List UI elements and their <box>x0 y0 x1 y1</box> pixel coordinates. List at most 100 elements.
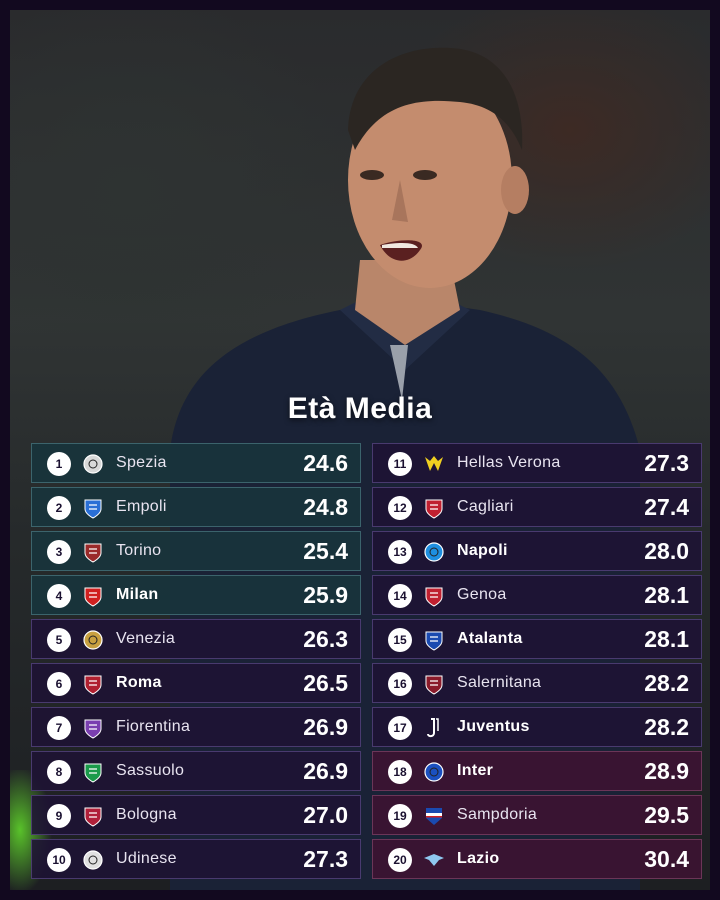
atalanta-icon <box>423 629 445 651</box>
rank-badge: 12 <box>388 496 412 520</box>
ranking-row: 6 Roma 26.5 <box>31 663 361 703</box>
average-age: 24.8 <box>303 494 348 520</box>
average-age: 27.3 <box>303 846 348 872</box>
team-name: Udinese <box>116 850 177 867</box>
average-age: 25.4 <box>303 538 348 564</box>
ranking-row: 2 Empoli 24.8 <box>31 487 361 527</box>
average-age: 28.1 <box>644 626 689 652</box>
ranking-row: 16 Salernitana 28.2 <box>372 663 702 703</box>
roma-icon <box>82 673 104 695</box>
team-name: Venezia <box>116 630 176 647</box>
ranking-row: 1 Spezia 24.6 <box>31 443 361 483</box>
ranking-row: 12 Cagliari 27.4 <box>372 487 702 527</box>
average-age: 27.4 <box>644 494 689 520</box>
team-name: Atalanta <box>457 630 523 647</box>
fiorentina-icon <box>82 717 104 739</box>
team-name: Sassuolo <box>116 762 185 779</box>
rank-badge: 20 <box>388 848 412 872</box>
rank-badge: 1 <box>47 452 71 476</box>
rank-badge: 19 <box>388 804 412 828</box>
average-age: 30.4 <box>644 846 689 872</box>
page-title: Età Media <box>287 392 433 425</box>
ranking-row: 14 Genoa 28.1 <box>372 575 702 615</box>
torino-icon <box>82 541 104 563</box>
team-name: Napoli <box>457 542 508 559</box>
ranking-row: 18 Inter 28.9 <box>372 751 702 791</box>
team-name: Cagliari <box>457 498 514 515</box>
team-name: Fiorentina <box>116 718 191 735</box>
average-age: 27.3 <box>644 450 689 476</box>
team-name: Inter <box>457 762 494 779</box>
udinese-icon <box>82 849 104 871</box>
rank-badge: 17 <box>388 716 412 740</box>
average-age: 28.0 <box>644 538 689 564</box>
average-age: 28.1 <box>644 582 689 608</box>
rank-badge: 15 <box>388 628 412 652</box>
team-name: Juventus <box>457 718 530 735</box>
rank-badge: 3 <box>47 540 71 564</box>
ranking-row: 15 Atalanta 28.1 <box>372 619 702 659</box>
lazio-icon <box>423 849 445 871</box>
team-name: Spezia <box>116 454 167 471</box>
average-age: 28.2 <box>644 670 689 696</box>
average-age: 29.5 <box>644 802 689 828</box>
empoli-icon <box>82 497 104 519</box>
sampdoria-icon <box>423 805 445 827</box>
rank-badge: 16 <box>388 672 412 696</box>
ranking-row: 9 Bologna 27.0 <box>31 795 361 835</box>
team-name: Salernitana <box>457 674 542 691</box>
verona-icon <box>423 453 445 475</box>
team-name: Empoli <box>116 498 167 515</box>
team-name: Genoa <box>457 586 507 603</box>
juventus-icon <box>423 717 445 739</box>
average-age: 25.9 <box>303 582 348 608</box>
average-age: 28.9 <box>644 758 689 784</box>
rank-badge: 2 <box>47 496 71 520</box>
milan-icon <box>82 585 104 607</box>
cagliari-icon <box>423 497 445 519</box>
ranking-row: 17 Juventus 28.2 <box>372 707 702 747</box>
team-name: Torino <box>116 542 162 559</box>
team-name: Hellas Verona <box>457 454 561 471</box>
ranking-row: 19 Sampdoria 29.5 <box>372 795 702 835</box>
team-name: Bologna <box>116 806 177 823</box>
salernitana-icon <box>423 673 445 695</box>
sassuolo-icon <box>82 761 104 783</box>
average-age: 24.6 <box>303 450 348 476</box>
rank-badge: 13 <box>388 540 412 564</box>
bologna-icon <box>82 805 104 827</box>
rank-badge: 9 <box>47 804 71 828</box>
genoa-icon <box>423 585 445 607</box>
rank-badge: 4 <box>47 584 71 608</box>
average-age: 27.0 <box>303 802 348 828</box>
venezia-icon <box>82 629 104 651</box>
ranking-row: 10 Udinese 27.3 <box>31 839 361 879</box>
napoli-icon <box>423 541 445 563</box>
ranking-row: 4 Milan 25.9 <box>31 575 361 615</box>
ranking-row: 11 Hellas Verona 27.3 <box>372 443 702 483</box>
rank-badge: 8 <box>47 760 71 784</box>
rank-badge: 14 <box>388 584 412 608</box>
team-name: Sampdoria <box>457 806 538 823</box>
average-age: 26.9 <box>303 758 348 784</box>
rank-badge: 10 <box>47 848 71 872</box>
ranking-row: 8 Sassuolo 26.9 <box>31 751 361 791</box>
rank-badge: 11 <box>388 452 412 476</box>
rank-badge: 18 <box>388 760 412 784</box>
ranking-column-left: 1 Spezia 24.6 2 Empoli 24.8 3 Torino 25.4 4 Milan 2… <box>31 443 361 883</box>
team-name: Lazio <box>457 850 500 867</box>
ranking-row: 3 Torino 25.4 <box>31 531 361 571</box>
rank-badge: 6 <box>47 672 71 696</box>
team-name: Roma <box>116 674 162 691</box>
ranking-column-right: 11 Hellas Verona 27.3 12 Cagliari 27.4 13 Napol… <box>372 443 702 883</box>
rank-badge: 5 <box>47 628 71 652</box>
team-name: Milan <box>116 586 159 603</box>
spezia-icon <box>82 453 104 475</box>
rank-badge: 7 <box>47 716 71 740</box>
average-age: 28.2 <box>644 714 689 740</box>
average-age: 26.5 <box>303 670 348 696</box>
average-age: 26.3 <box>303 626 348 652</box>
ranking-row: 20 Lazio 30.4 <box>372 839 702 879</box>
inter-icon <box>423 761 445 783</box>
